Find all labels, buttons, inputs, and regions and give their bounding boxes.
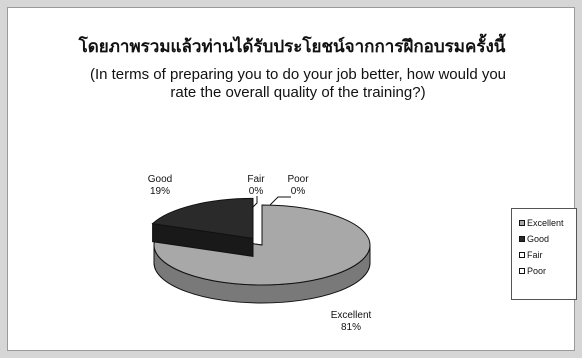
legend-swatch-poor (519, 268, 525, 274)
data-label-poor: Poor 0% (280, 174, 316, 198)
pie-slice-good (151, 197, 254, 239)
data-label-good-value: 19% (149, 186, 170, 197)
legend-label-fair: Fair (527, 250, 543, 260)
data-label-poor-name: Poor (287, 174, 309, 185)
data-label-excellent-name: Excellent (330, 310, 372, 321)
data-label-poor-value: 0% (290, 186, 306, 197)
legend-swatch-good (519, 236, 525, 242)
data-label-fair: Fair 0% (240, 174, 272, 198)
data-label-good-name: Good (147, 174, 173, 185)
legend-item-good: Good (519, 231, 576, 247)
data-label-excellent: Excellent 81% (326, 310, 376, 334)
data-label-fair-value: 0% (248, 186, 264, 197)
chart-frame: โดยภาพรวมแล้วท่านได้รับประโยชน์จากการฝึก… (7, 7, 577, 351)
pie-chart (151, 196, 371, 304)
legend-swatch-excellent (519, 220, 525, 226)
pie-slice-excellent (153, 204, 371, 286)
legend-item-fair: Fair (519, 247, 576, 263)
data-label-excellent-value: 81% (340, 322, 361, 333)
leader-line-fair (251, 196, 258, 209)
data-label-good: Good 19% (140, 174, 180, 198)
legend-swatch-fair (519, 252, 525, 258)
legend-label-excellent: Excellent (527, 218, 564, 228)
legend-item-poor: Poor (519, 263, 576, 279)
leader-line-poor (269, 196, 291, 206)
legend-item-excellent: Excellent (519, 215, 576, 231)
data-label-fair-name: Fair (247, 174, 265, 185)
legend-label-poor: Poor (527, 266, 547, 276)
chart-subtitle: (In terms of preparing you to do your jo… (89, 66, 507, 101)
legend-label-good: Good (527, 234, 550, 244)
chart-title: โดยภาพรวมแล้วท่านได้รับประโยชน์จากการฝึก… (78, 37, 506, 57)
chart-legend: Excellent Good Fair Poor (511, 208, 577, 300)
